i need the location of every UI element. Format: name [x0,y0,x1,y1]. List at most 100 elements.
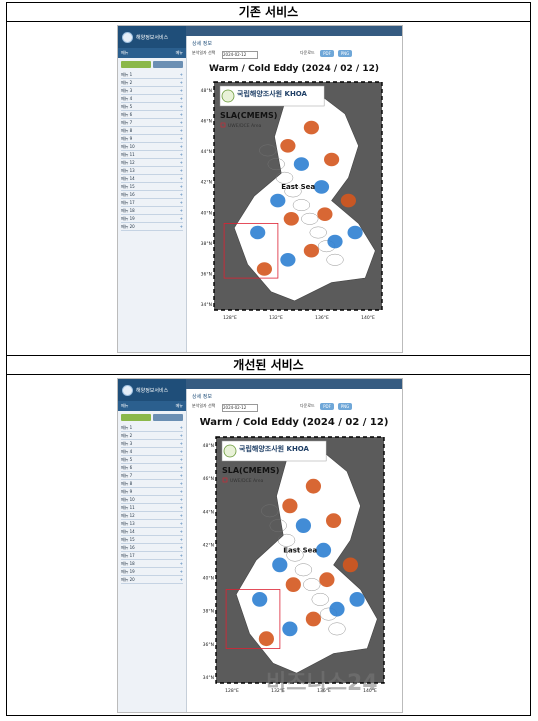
warm-eddy [283,212,299,226]
lat-tick-label: 42°N [201,180,212,186]
sidebar-item[interactable]: 메뉴 10 + [121,144,183,151]
nav-top: 메뉴 메뉴 [118,401,186,411]
cold-eddy [347,225,363,240]
sidebar-item[interactable]: 메뉴 8 + [121,481,183,488]
sidebar-item[interactable]: 메뉴 19 + [121,569,183,576]
sidebar-item[interactable]: 메뉴 4 + [121,449,183,456]
sidebar-item[interactable]: 메뉴 17 + [121,553,183,560]
filter-bar: 분석일자 선택 2024-02-12 다운로드 PDF PNG [192,403,396,413]
contour-line [261,504,279,518]
page-title: 상세 정보 [192,394,212,400]
sidebar-item[interactable]: 메뉴 10 + [121,497,183,504]
download-label: 다운로드 [300,403,315,408]
nav-item-1[interactable]: 메뉴 [121,403,129,408]
warm-eddy [282,498,298,514]
contour-line [303,578,321,592]
sidebar-item[interactable]: 메뉴 5 + [121,104,183,111]
png-button[interactable]: PNG [338,50,352,57]
main-content: 상세 정보 분석일자 선택 2024-02-12 다운로드 PDF PNG Wa… [192,40,396,346]
cold-eddy [349,592,365,607]
sidebar-item-label: 메뉴 16 [121,545,135,550]
nav-button-2[interactable] [153,61,183,68]
sidebar-item[interactable]: 메뉴 14 + [121,529,183,536]
png-button[interactable]: PNG [338,403,352,410]
sidebar-item[interactable]: 메뉴 1 + [121,425,183,432]
sidebar-item[interactable]: 메뉴 2 + [121,433,183,440]
sidebar-item[interactable]: 메뉴 11 + [121,152,183,159]
sidebar-item[interactable]: 메뉴 12 + [121,513,183,520]
sidebar-item[interactable]: 메뉴 2 + [121,80,183,87]
cold-eddy [270,193,286,208]
sidebar-item-label: 메뉴 13 [121,521,135,526]
sidebar-item[interactable]: 메뉴 16 + [121,192,183,199]
expand-icon: + [179,553,183,558]
expand-icon: + [179,120,183,125]
sidebar-item[interactable]: 메뉴 7 + [121,120,183,127]
sidebar-item[interactable]: 메뉴 1 + [121,72,183,79]
sidebar-item[interactable]: 메뉴 11 + [121,505,183,512]
sidebar-item[interactable]: 메뉴 12 + [121,160,183,167]
contour-line [286,548,304,562]
sidebar-item[interactable]: 메뉴 19 + [121,216,183,223]
sidebar-item[interactable]: 메뉴 6 + [121,112,183,119]
warm-eddy [258,631,274,647]
logo: 해양정보서비스 [118,26,186,48]
legend-label: UWE/DCE Area [230,478,264,484]
nav-button-1[interactable] [121,414,151,421]
warm-eddy [324,152,340,167]
sidebar-item[interactable]: 메뉴 20 + [121,224,183,231]
sidebar-item[interactable]: 메뉴 3 + [121,88,183,95]
sidebar-item[interactable]: 메뉴 13 + [121,521,183,528]
sidebar-item[interactable]: 메뉴 20 + [121,577,183,584]
pdf-button[interactable]: PDF [320,403,334,410]
sidebar-item[interactable]: 메뉴 17 + [121,200,183,207]
date-select[interactable]: 2024-02-12 [222,404,258,412]
sidebar-item[interactable]: 메뉴 16 + [121,545,183,552]
sidebar-item[interactable]: 메뉴 15 + [121,184,183,191]
lon-tick-label: 140°E [363,688,377,694]
nav-item-2[interactable]: 메뉴 [175,403,183,408]
sidebar-item[interactable]: 메뉴 8 + [121,128,183,135]
sidebar-item[interactable]: 메뉴 4 + [121,96,183,103]
expand-icon: + [179,449,183,454]
uwe-dce-box [225,589,281,649]
section-body-new: 해양정보서비스 메뉴 메뉴 메뉴 1 + 메뉴 2 + 메뉴 3 + 메뉴 4 + 메뉴 5 + 메뉴… [7,374,530,715]
logo-text: 해양정보서비스 [136,34,169,41]
expand-icon: + [179,184,183,189]
contour-line [269,519,287,533]
pdf-button[interactable]: PDF [320,50,334,57]
agency-emblem-icon [221,89,235,103]
expand-icon: + [179,176,183,181]
eddy-map-svg: 국립해양조사원 KHOA SLA(CMEMS) UWE/DCE Area East S… [201,81,383,321]
lon-tick-label: 136°E [315,315,329,321]
nav-button-1[interactable] [121,61,151,68]
sidebar-menu: 메뉴 1 + 메뉴 2 + 메뉴 3 + 메뉴 4 + 메뉴 5 + 메뉴 6 + 메뉴 7 + 메뉴 8 +… [118,425,186,584]
cold-eddy [293,157,309,171]
lat-tick-label: 44°N [203,509,214,515]
sidebar-item[interactable]: 메뉴 18 + [121,561,183,568]
sidebar-item[interactable]: 메뉴 9 + [121,489,183,496]
sidebar-item[interactable]: 메뉴 6 + [121,465,183,472]
sidebar-item[interactable]: 메뉴 15 + [121,537,183,544]
sidebar-item[interactable]: 메뉴 7 + [121,473,183,480]
sidebar-item[interactable]: 메뉴 5 + [121,457,183,464]
expand-icon: + [179,561,183,566]
sidebar-item-label: 메뉴 17 [121,200,135,205]
expand-icon: + [179,224,183,229]
nav-item-2[interactable]: 메뉴 [175,50,183,55]
expand-icon: + [179,473,183,478]
sidebar-item[interactable]: 메뉴 13 + [121,168,183,175]
sidebar-item-label: 메뉴 16 [121,192,135,197]
sidebar-item[interactable]: 메뉴 18 + [121,208,183,215]
sidebar-item-label: 메뉴 1 [121,425,133,430]
emblem-icon [122,384,133,396]
date-select[interactable]: 2024-02-12 [222,51,258,59]
warm-eddy [340,193,356,208]
nav-item-1[interactable]: 메뉴 [121,50,129,55]
sidebar-item[interactable]: 메뉴 14 + [121,176,183,183]
product-label: SLA(CMEMS) [222,466,279,475]
sidebar-item[interactable]: 메뉴 9 + [121,136,183,143]
sidebar-item[interactable]: 메뉴 3 + [121,441,183,448]
lon-tick-label: 128°E [225,688,239,694]
nav-button-2[interactable] [153,414,183,421]
